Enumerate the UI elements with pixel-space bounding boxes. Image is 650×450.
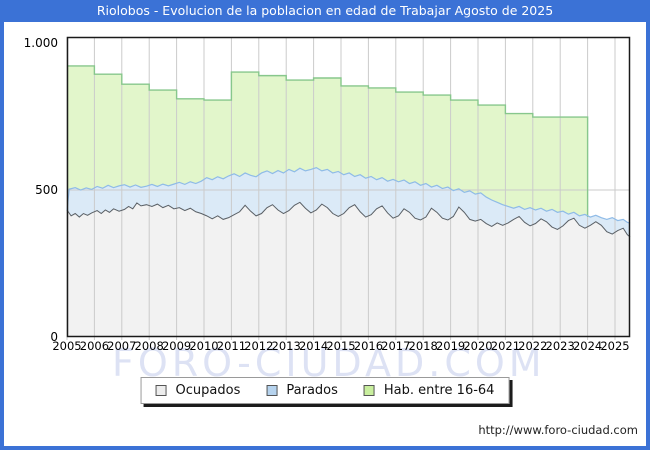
x-tick-label: 2022 bbox=[518, 339, 548, 353]
x-tick-label: 2010 bbox=[189, 339, 219, 353]
x-tick-label: 2017 bbox=[381, 339, 411, 353]
x-tick-label: 2024 bbox=[572, 339, 603, 353]
legend-item-ocupados: Ocupados bbox=[155, 383, 241, 398]
chart-legend: Ocupados Parados Hab. entre 16-64 bbox=[140, 377, 510, 404]
y-axis-labels: 0 500 1.000 bbox=[4, 0, 58, 446]
legend-swatch-hab-icon bbox=[363, 385, 375, 396]
footer-url: http://www.foro-ciudad.com bbox=[478, 423, 638, 437]
plot-area bbox=[66, 36, 631, 340]
legend-label-hab: Hab. entre 16-64 bbox=[383, 383, 495, 398]
x-tick-label: 2013 bbox=[271, 339, 301, 353]
y-tick-label: 1.000 bbox=[23, 36, 58, 50]
x-tick-label: 2012 bbox=[244, 339, 274, 353]
x-tick-label: 2011 bbox=[216, 339, 247, 353]
chart-title: Riolobos - Evolucion de la poblacion en … bbox=[4, 0, 646, 22]
x-tick-label: 2019 bbox=[435, 339, 466, 353]
chart-canvas bbox=[66, 36, 631, 340]
x-tick-label: 2020 bbox=[463, 339, 493, 353]
x-tick-label: 2018 bbox=[408, 339, 438, 353]
legend-item-parados: Parados bbox=[266, 383, 338, 398]
legend-label-ocupados: Ocupados bbox=[175, 383, 241, 398]
x-tick-label: 2008 bbox=[134, 339, 164, 353]
x-tick-label: 2007 bbox=[107, 339, 137, 353]
x-tick-label: 2006 bbox=[79, 339, 110, 353]
legend-label-parados: Parados bbox=[286, 383, 338, 398]
x-tick-label: 2015 bbox=[326, 339, 356, 353]
x-tick-label: 2023 bbox=[545, 339, 575, 353]
legend-swatch-parados-icon bbox=[266, 385, 278, 396]
x-tick-label: 2009 bbox=[161, 339, 192, 353]
y-tick-label: 0 bbox=[50, 330, 58, 344]
x-tick-label: 2016 bbox=[353, 339, 384, 353]
legend-swatch-ocupados-icon bbox=[155, 385, 167, 396]
x-axis-labels: 2005 2006 2007 2008 2009 2010 2011 2012 2013 2014… bbox=[52, 339, 630, 354]
x-tick-label: 2005 bbox=[52, 339, 82, 353]
x-tick-label: 2021 bbox=[490, 339, 521, 353]
x-tick-label: 2025 bbox=[600, 339, 630, 353]
x-tick-label: 2014 bbox=[298, 339, 329, 353]
legend-item-hab: Hab. entre 16-64 bbox=[363, 383, 495, 398]
y-tick-label: 500 bbox=[35, 183, 58, 197]
